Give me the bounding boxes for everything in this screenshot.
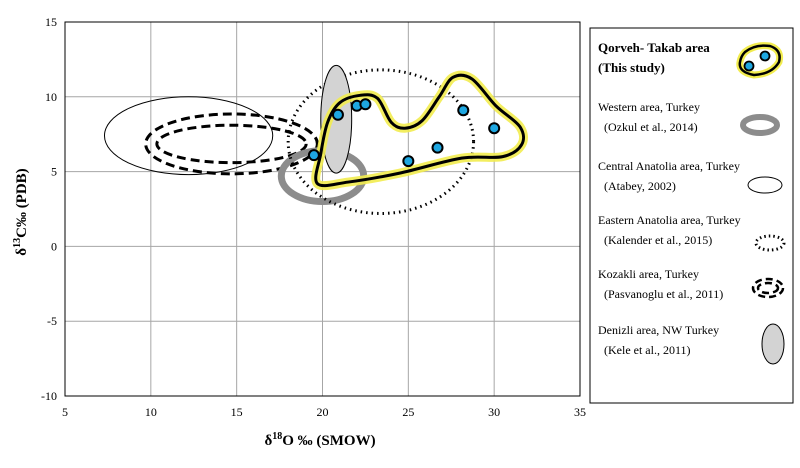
- legend-eastern-symbol: [754, 234, 786, 252]
- x-tick-label: 20: [317, 405, 329, 419]
- field-kozakli-inner: [155, 123, 308, 165]
- legend-western-line1: Western area, Turkey: [598, 100, 700, 114]
- legend-box: [589, 27, 794, 404]
- data-point: [307, 149, 320, 162]
- legend-denizli-symbol: [761, 323, 785, 365]
- field-qorveh-takab: [314, 73, 525, 188]
- x-tick-label: 35: [574, 405, 586, 419]
- legend: Qorveh- Takab area (This study) Western …: [589, 27, 794, 404]
- x-tick-label: 25: [402, 405, 414, 419]
- data-point: [488, 122, 501, 135]
- legend-qorveh-symbol: [736, 42, 784, 79]
- field-central-anatolia: [103, 96, 274, 176]
- y-tick-label: -5: [47, 314, 57, 328]
- legend-central-line1: Central Anatolia area, Turkey: [598, 159, 740, 173]
- x-tick-label: 5: [62, 405, 68, 419]
- field-eastern-anatolia: [286, 68, 476, 215]
- legend-denizli-line2: (Kele et al., 2011): [604, 343, 691, 357]
- x-axis-label: δ18O ‰ (SMOW): [264, 431, 375, 449]
- data-point: [359, 98, 372, 111]
- y-tick-label: 5: [51, 165, 57, 179]
- legend-central-line2: (Atabey, 2002): [604, 179, 676, 193]
- y-tick-label: 10: [45, 90, 57, 104]
- y-tick-label: 0: [51, 239, 57, 253]
- plot-area-border: [64, 21, 581, 397]
- field-kozakli-outer: [144, 112, 319, 176]
- legend-point-marker: [759, 50, 771, 62]
- legend-qorveh-line2: (This study): [598, 60, 665, 75]
- data-point: [457, 104, 470, 117]
- y-tick-label: -10: [41, 389, 57, 403]
- data-point: [402, 155, 415, 168]
- legend-eastern-line2: (Kalender et al., 2015): [604, 233, 712, 247]
- data-point: [431, 141, 444, 154]
- data-points: [307, 98, 501, 168]
- legend-western-symbol: [740, 114, 780, 136]
- legend-denizli-line1: Denizli area, NW Turkey: [598, 323, 719, 337]
- legend-kozakli-line1: Kozakli area, Turkey: [598, 267, 699, 281]
- legend-qorveh-line1: Qorveh- Takab area: [598, 40, 710, 55]
- data-point: [331, 108, 344, 121]
- x-tick-label: 15: [231, 405, 243, 419]
- x-tick-label: 30: [488, 405, 500, 419]
- legend-point-marker: [743, 60, 755, 72]
- y-tick-label: 15: [45, 15, 57, 29]
- fields: [103, 64, 528, 215]
- legend-kozakli-symbol: [751, 277, 785, 299]
- legend-central-symbol: [747, 176, 783, 194]
- y-axis-label: δ13C‰ (PDB): [12, 168, 30, 255]
- legend-eastern-line1: Eastern Anatolia area, Turkey: [598, 213, 741, 227]
- legend-western-line2: (Ozkul et al., 2014): [604, 120, 698, 134]
- tick-labels: 5 10 15 20 25 30 35 15 10 5 0 -5 -10: [41, 15, 586, 419]
- legend-kozakli-line2: (Pasvanoglu et al., 2011): [604, 287, 723, 301]
- x-tick-label: 10: [145, 405, 157, 419]
